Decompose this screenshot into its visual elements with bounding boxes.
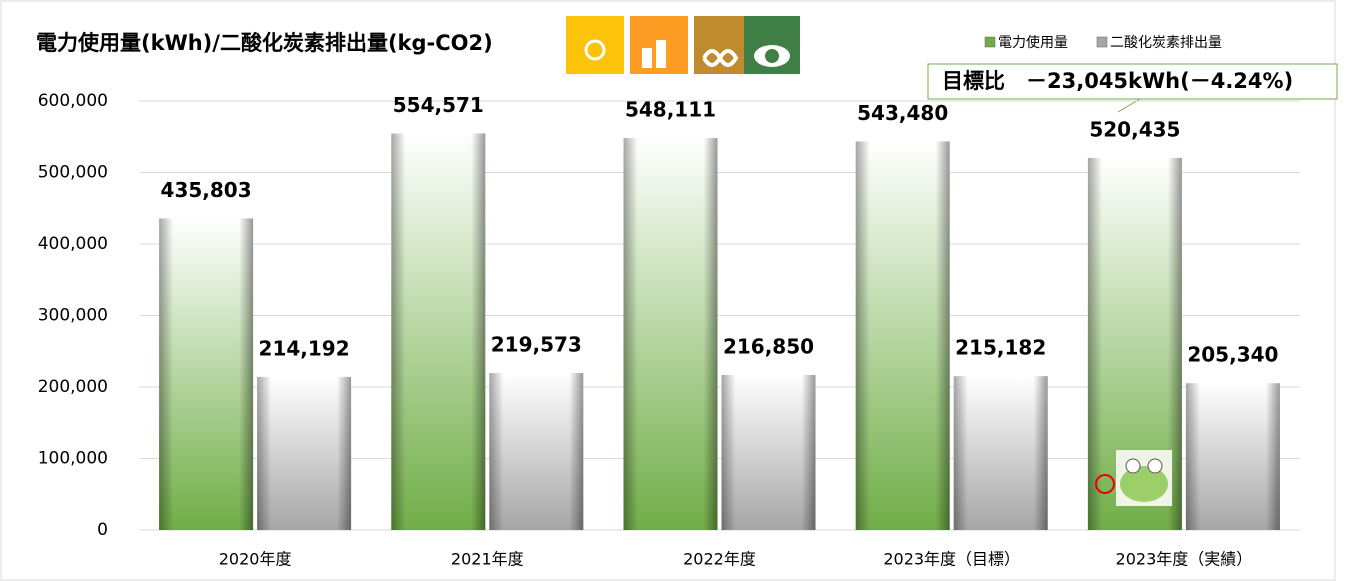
bar-shade xyxy=(855,141,950,530)
bar-shade xyxy=(391,133,486,530)
value-label: 215,182 xyxy=(955,336,1046,360)
bar-shade xyxy=(1185,383,1280,530)
x-tick-label: 2020年度 xyxy=(219,550,292,569)
value-label: 520,435 xyxy=(1089,117,1180,141)
sdg-icons xyxy=(566,16,800,74)
chart-title: 電力使用量(kWh)/二酸化炭素排出量(kg-CO2) xyxy=(36,31,493,55)
x-tick-label: 2023年度（実績） xyxy=(1116,550,1253,569)
y-tick-label: 300,000 xyxy=(38,306,108,326)
annotation-box xyxy=(927,63,1338,100)
value-label: 219,573 xyxy=(491,333,582,357)
y-tick-label: 400,000 xyxy=(38,234,108,254)
x-tick-label: 2023年度（目標） xyxy=(883,550,1020,569)
legend-swatch xyxy=(1096,36,1108,48)
bar-shade xyxy=(721,374,816,530)
y-tick-label: 500,000 xyxy=(38,163,108,183)
value-label: 205,340 xyxy=(1187,343,1278,367)
value-label: 216,850 xyxy=(723,334,814,358)
annotation: 目標比 －23,045kWh(－4.24%) xyxy=(942,69,1293,93)
x-tick-label: 2022年度 xyxy=(683,550,756,569)
value-label: 214,192 xyxy=(259,336,350,360)
bar-shade xyxy=(257,376,352,530)
value-label: 435,803 xyxy=(161,178,252,202)
bar-shade xyxy=(953,376,1048,530)
mascot xyxy=(1095,450,1172,506)
y-tick-label: 600,000 xyxy=(38,91,108,111)
bar-shade xyxy=(159,218,254,530)
legend-swatch xyxy=(984,36,996,48)
legend-label: 電力使用量 xyxy=(998,34,1068,51)
bar-shade xyxy=(623,138,718,530)
value-label: 554,571 xyxy=(393,93,484,117)
value-label: 543,480 xyxy=(857,101,948,125)
value-label: 548,111 xyxy=(625,98,716,122)
y-tick-label: 0 xyxy=(97,520,108,540)
y-tick-label: 200,000 xyxy=(38,377,108,397)
y-tick-label: 100,000 xyxy=(38,449,108,469)
legend-label: 二酸化炭素排出量 xyxy=(1110,35,1222,51)
bar-shade xyxy=(489,373,584,530)
x-tick-label: 2021年度 xyxy=(451,550,524,569)
